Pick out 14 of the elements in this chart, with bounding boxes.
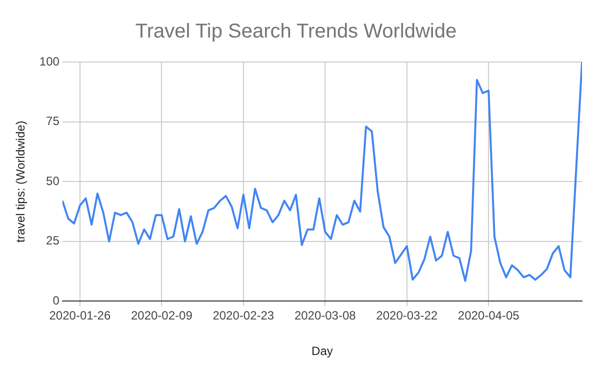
chart-title: Travel Tip Search Trends Worldwide <box>135 20 457 43</box>
x-tick-label: 2020-02-23 <box>212 308 274 323</box>
y-tick-label: 100 <box>39 54 60 68</box>
x-axis-title: Day <box>312 344 333 358</box>
y-tick-label: 75 <box>46 114 60 128</box>
y-tick-label: 50 <box>46 174 60 188</box>
y-tick-label: 0 <box>52 294 60 308</box>
y-axis-title: travel tips: (Worldwide) <box>14 120 28 243</box>
y-tick-label: 25 <box>46 234 60 248</box>
x-tick-label: 2020-04-05 <box>458 308 520 323</box>
x-tick-label: 2020-03-22 <box>376 308 438 323</box>
x-tick-label: 2020-02-09 <box>130 308 193 323</box>
x-tick-label: 2020-01-26 <box>49 308 111 323</box>
x-tick-label: 2020-03-08 <box>294 308 356 323</box>
